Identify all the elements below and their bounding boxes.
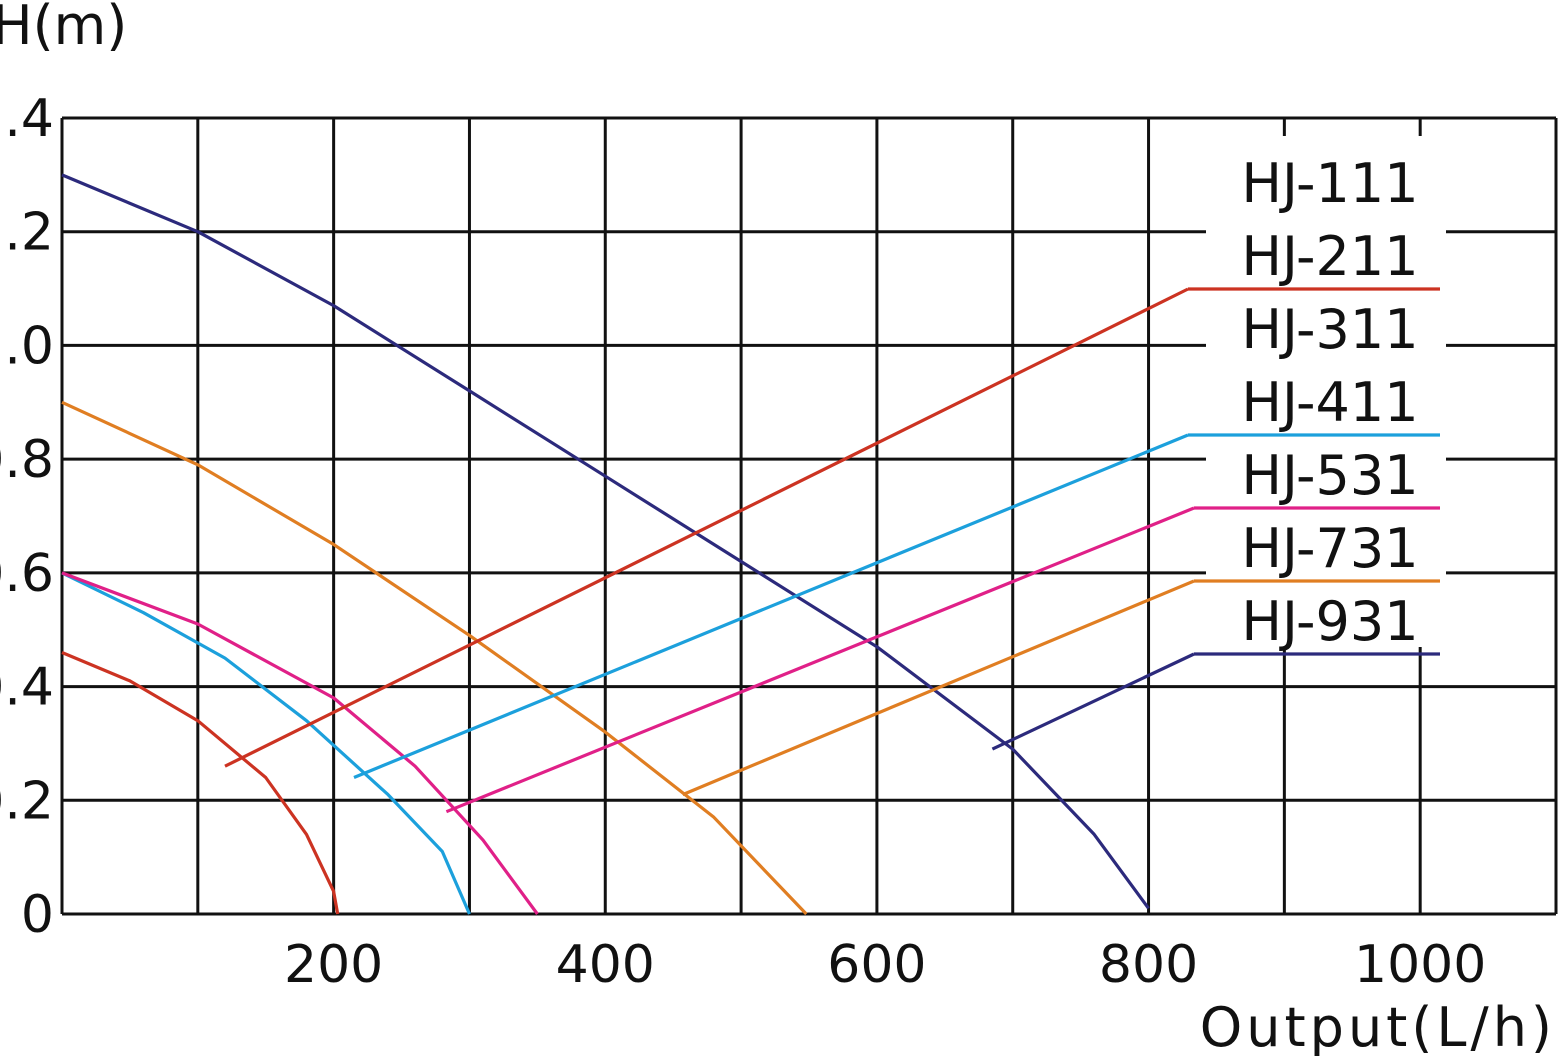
series-curve-3: [61, 571, 539, 915]
legend-label: HJ-411: [1241, 371, 1418, 434]
series-curve-1: [61, 651, 340, 915]
x-tick-label: 400: [556, 935, 655, 995]
legend-label: HJ-311: [1241, 298, 1418, 361]
series-curve-4: [61, 400, 808, 916]
legend-label: HJ-211: [1241, 225, 1418, 288]
x-tick-label: 1000: [1354, 935, 1486, 995]
leader-line-5: [991, 652, 1195, 751]
y-tick-label: 0.8: [0, 430, 54, 490]
legend-label: HJ-531: [1241, 444, 1418, 507]
y-tick-label: 1.4: [0, 89, 54, 149]
y-axis-label: H(m): [0, 0, 127, 57]
legend-label: HJ-111: [1241, 152, 1418, 215]
legend: HJ-111 HJ-211 HJ-311 HJ-411 HJ-531 HJ-731 HJ-9…: [1188, 152, 1440, 656]
y-tick-label: 0.4: [0, 658, 54, 718]
x-tick-label: 800: [1099, 935, 1198, 995]
x-tick-label: 200: [284, 935, 383, 995]
x-tick-label: 600: [827, 935, 926, 995]
legend-label: HJ-731: [1241, 517, 1418, 580]
series-lines: [61, 173, 1195, 916]
y-tick-label: 0.6: [0, 544, 54, 604]
leader-line-2: [353, 433, 1189, 779]
x-axis-label: Output(L/h): [1200, 996, 1556, 1056]
leader-line-4: [682, 579, 1195, 797]
leader-line-1: [224, 287, 1189, 768]
y-tick-label: 0.2: [0, 771, 54, 831]
leader-line-3: [445, 506, 1195, 814]
y-tick-label: 1.2: [0, 203, 54, 263]
y-tick-label: 1.0: [0, 316, 54, 376]
legend-label: HJ-931: [1241, 590, 1418, 653]
y-tick-label: 0: [21, 885, 54, 945]
series-curve-2: [61, 571, 471, 915]
series-curve-5: [61, 173, 1150, 910]
tick-labels: 200 400 600 800 1000 0 0.2 0.4 0.6 0.8 1.0 1.2 1.4: [0, 89, 1486, 995]
legend-box: [1206, 136, 1446, 647]
